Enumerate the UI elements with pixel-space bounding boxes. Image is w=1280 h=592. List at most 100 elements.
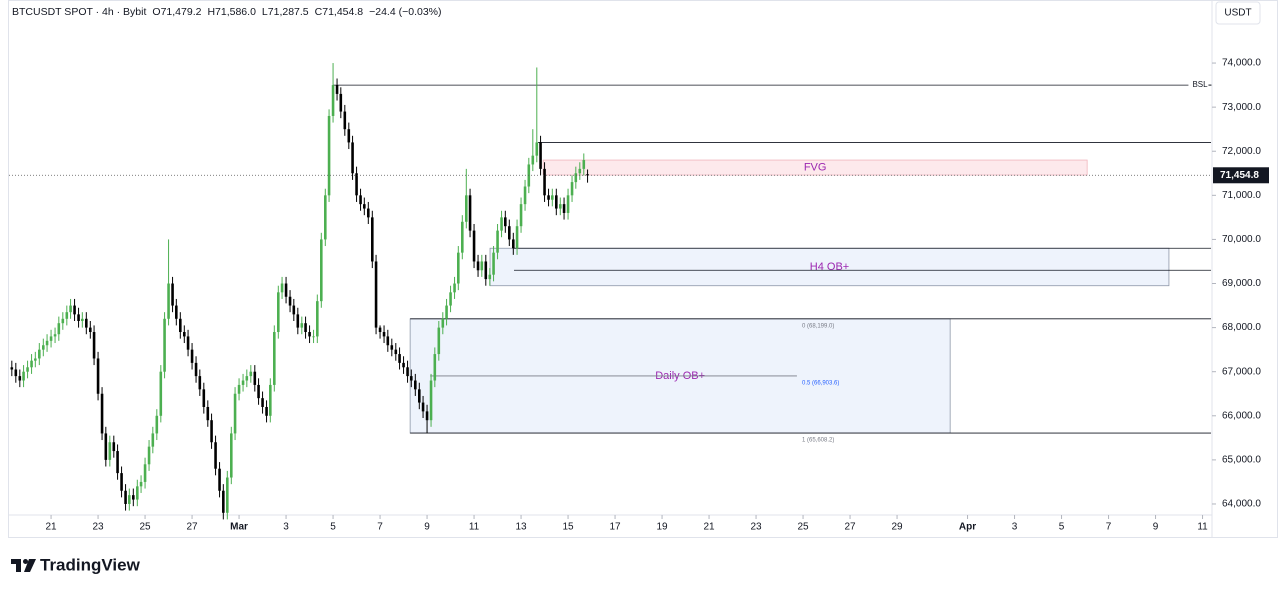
x-tick-label: 19 bbox=[656, 522, 668, 533]
candle-body bbox=[167, 283, 170, 319]
fib-label: 1 (65,608.2) bbox=[802, 438, 834, 444]
candles bbox=[10, 63, 589, 520]
candle-body bbox=[53, 334, 57, 337]
candle-body bbox=[555, 195, 558, 209]
candle-body bbox=[398, 354, 401, 363]
candle-body bbox=[10, 367, 14, 370]
y-tick-label: 65,000.0 bbox=[1222, 455, 1261, 466]
candle-body bbox=[359, 195, 362, 205]
candle-body bbox=[292, 305, 296, 315]
candle-body bbox=[77, 314, 80, 321]
candle-body bbox=[45, 340, 49, 346]
x-tick-label: 11 bbox=[469, 522, 480, 533]
ohlc-low: L71,287.5 bbox=[262, 6, 309, 18]
candle-body bbox=[18, 376, 22, 381]
candle-body bbox=[57, 323, 61, 335]
candle-body bbox=[386, 336, 390, 346]
candle-body bbox=[89, 327, 92, 333]
candle-body bbox=[519, 204, 523, 227]
candle-body bbox=[81, 318, 84, 321]
x-tick-label: 13 bbox=[515, 522, 527, 533]
candle-body bbox=[245, 376, 249, 381]
y-tick-label: 72,000.0 bbox=[1222, 146, 1261, 157]
candle-body bbox=[65, 312, 69, 319]
currency[interactable]: USDT bbox=[1224, 8, 1251, 19]
x-tick-label: 27 bbox=[844, 522, 856, 533]
candle-body bbox=[288, 296, 292, 306]
candle-body bbox=[265, 406, 268, 416]
candle-body bbox=[355, 173, 358, 196]
candle-body bbox=[539, 142, 542, 169]
candle-body bbox=[496, 230, 499, 253]
candle-body bbox=[273, 332, 276, 385]
candle-body bbox=[437, 327, 441, 355]
candle-body bbox=[300, 323, 304, 328]
candle-body bbox=[351, 142, 354, 174]
candle-body bbox=[42, 345, 45, 350]
candle-body bbox=[476, 261, 480, 271]
candle-body bbox=[394, 349, 398, 355]
candle-body bbox=[151, 433, 155, 447]
candle-body bbox=[429, 380, 433, 421]
y-tick-label: 74,000.0 bbox=[1222, 58, 1261, 69]
candle-body bbox=[69, 305, 72, 313]
candle-body bbox=[163, 318, 166, 372]
candle-body bbox=[574, 173, 578, 183]
candle-body bbox=[433, 354, 437, 381]
candle-body bbox=[198, 376, 202, 390]
candle-body bbox=[175, 305, 178, 319]
candle-body bbox=[284, 283, 288, 297]
symbol: BTCUSDT SPOT · 4h · Bybit bbox=[12, 6, 146, 18]
candle-body bbox=[472, 230, 476, 262]
candle-body bbox=[14, 369, 18, 377]
y-tick-label: 67,000.0 bbox=[1222, 366, 1261, 377]
candle-body bbox=[535, 142, 539, 156]
zone-label: FVG bbox=[804, 161, 827, 173]
currency-box[interactable] bbox=[1215, 1, 1261, 25]
candle-body bbox=[218, 468, 221, 491]
candle-body bbox=[139, 481, 143, 487]
y-tick-label: 73,000.0 bbox=[1222, 102, 1261, 113]
x-tick-label: 25 bbox=[797, 522, 809, 533]
candle-body bbox=[159, 371, 163, 416]
fib-label: 0.5 (66,903.6) bbox=[802, 381, 839, 387]
candle-body bbox=[363, 204, 366, 209]
candle-body bbox=[559, 204, 562, 209]
candle-body bbox=[49, 336, 53, 341]
candle-body bbox=[214, 442, 217, 469]
candle-body bbox=[547, 195, 550, 200]
zone-label: H4 OB+ bbox=[810, 261, 849, 273]
x-tick-label: 23 bbox=[93, 522, 105, 533]
x-tick-label: 15 bbox=[562, 522, 574, 533]
candle-body bbox=[96, 358, 100, 394]
y-tick-label: 68,000.0 bbox=[1222, 322, 1261, 333]
candle-body bbox=[222, 490, 225, 513]
ohlc-high: H71,586.0 bbox=[207, 6, 256, 18]
candle-body bbox=[261, 398, 264, 407]
x-tick-label: 5 bbox=[1059, 522, 1065, 533]
candle-body bbox=[108, 442, 112, 460]
candle-body bbox=[34, 358, 37, 361]
candle-body bbox=[382, 332, 386, 337]
candle-body bbox=[253, 371, 257, 385]
y-tick-label: 69,000.0 bbox=[1222, 278, 1261, 289]
candle-body bbox=[331, 85, 335, 116]
candle-body bbox=[112, 442, 116, 452]
candle-body bbox=[155, 415, 159, 434]
candle-body bbox=[190, 349, 194, 363]
y-tick-label: 70,000.0 bbox=[1222, 234, 1261, 245]
candle-body bbox=[206, 406, 210, 421]
candle-body bbox=[269, 384, 272, 416]
candle-body bbox=[233, 393, 237, 434]
candle-body bbox=[100, 393, 104, 434]
candle-body bbox=[347, 129, 351, 143]
x-tick-label: 9 bbox=[424, 522, 430, 533]
candle-body bbox=[410, 376, 413, 381]
candle-body bbox=[210, 420, 213, 443]
candle-body bbox=[566, 195, 570, 213]
y-tick-label: 66,000.0 bbox=[1222, 410, 1261, 421]
logo-mark bbox=[11, 559, 21, 572]
candle-body bbox=[61, 318, 65, 324]
x-tick-label: 3 bbox=[1012, 522, 1018, 533]
